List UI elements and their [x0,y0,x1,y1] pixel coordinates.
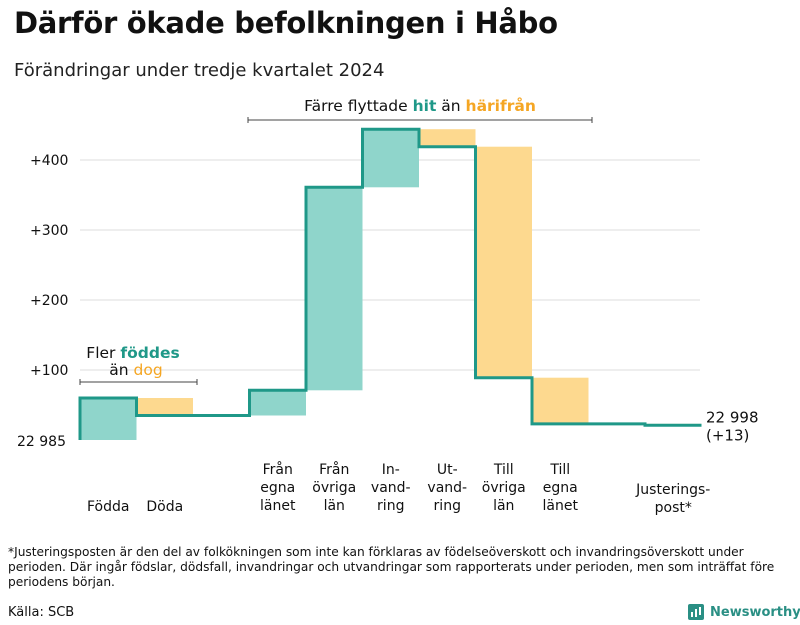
chart-title: Därför ökade befolkningen i Håbo [14,6,558,40]
waterfall-chart: +100 +200 +300 +400 22 985 22 998(+13) Födda Dö… [17,96,759,516]
increase-bar [250,390,306,416]
brand: Newsworthy [688,604,800,620]
births-bracket [79,379,198,385]
decrease-bar [137,398,193,416]
bar-chart-logo-icon [688,604,704,620]
increase-bar [307,187,363,391]
footnote: *Justeringsposten är den del av folkökni… [8,545,775,589]
decrease-bar [420,129,476,147]
y-tick-label: +100 [30,363,68,379]
decrease-bar [476,146,532,378]
y-tick-label: +300 [30,223,68,239]
category-label: Födda [87,499,129,515]
category-label: Från övriga län [312,461,356,514]
category-label: Till egna länet [543,462,579,514]
end-change-label: (+13) [706,426,749,444]
y-tick-label: +400 [30,153,68,169]
category-label: Justerings-post* [635,482,710,516]
end-value-label: 22 998 [706,408,759,426]
category-label: Ut-vand-ring [427,462,467,514]
migration-bracket [247,117,593,123]
chart-subtitle: Förändringar under tredje kvartalet 2024 [14,60,385,81]
births-annotation-line2: än dog [109,361,162,379]
increase-bar [363,129,419,188]
source-text: Källa: SCB [8,605,75,620]
gridlines [80,159,700,371]
category-label: In-vand-ring [371,462,411,514]
category-label: Från egna länet [260,461,296,514]
category-label: Döda [146,499,183,515]
base-value-label: 22 985 [17,434,66,450]
brand-name: Newsworthy [710,604,800,620]
cumulative-step-line [78,127,702,440]
y-tick-label: +200 [30,293,68,309]
bars [81,129,702,440]
increase-bar [81,398,137,440]
decrease-bar [533,377,589,424]
category-label: Till övriga län [482,462,526,514]
births-annotation-line1: Fler föddes [86,344,179,362]
migration-annotation: Färre flyttade hit än härifrån [304,96,536,115]
